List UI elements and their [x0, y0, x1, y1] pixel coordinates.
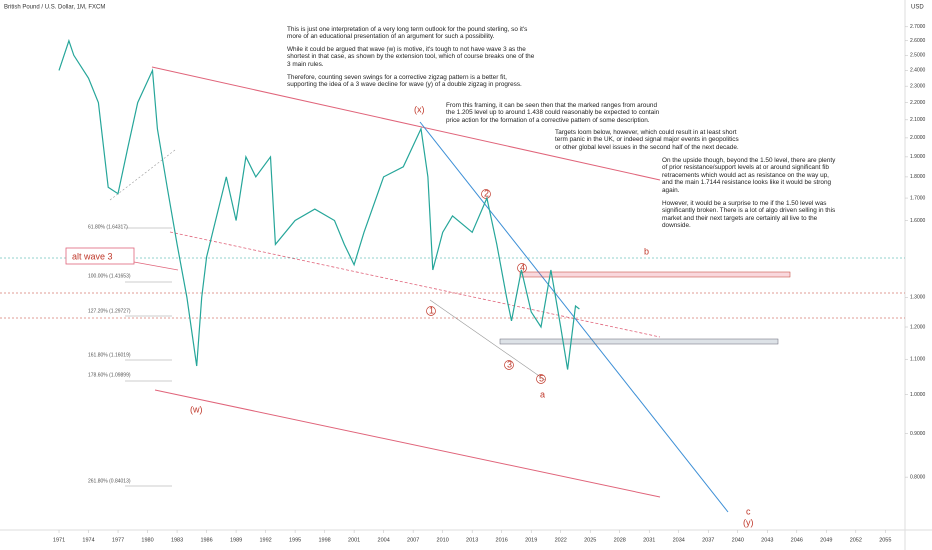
- x-tick-label: 2028: [614, 537, 626, 543]
- x-tick-label: 1998: [318, 537, 330, 543]
- x-tick-label: 2022: [555, 537, 567, 543]
- x-tick-label: 2043: [761, 537, 773, 543]
- y-tick-label: 2.7000: [910, 24, 926, 30]
- x-tick-label: 1995: [289, 537, 301, 543]
- y-tick-label: 1.9000: [910, 154, 926, 160]
- y-tick-label: 2.1000: [910, 117, 926, 123]
- price-line: [58, 38, 580, 370]
- currency: USD: [911, 5, 924, 11]
- callout-line: [133, 261, 179, 271]
- x-tick-label: 1986: [200, 537, 212, 543]
- wave-label: (y): [743, 517, 754, 527]
- wave-circle: [536, 374, 546, 384]
- callout-box: [65, 247, 135, 265]
- y-tick-label: 1.8000: [910, 174, 926, 180]
- x-tick-label: 2001: [348, 537, 360, 543]
- trend-line: [154, 389, 661, 498]
- note: Targets loom below, however, which could…: [555, 129, 739, 151]
- y-tick-label: 2.6000: [910, 38, 926, 44]
- y-tick-label: 1.3000: [910, 295, 926, 301]
- callout-label: alt wave 3: [72, 251, 113, 261]
- trend-line: [151, 66, 661, 181]
- note: From this framing, it can be seen then t…: [446, 102, 660, 124]
- fib-label: 178.60% (1.09899): [88, 372, 131, 378]
- x-tick-label: 2052: [850, 537, 862, 543]
- wave-circle: [426, 306, 436, 316]
- x-tick-label: 1974: [82, 537, 94, 543]
- x-tick-label: 2013: [466, 537, 478, 543]
- y-tick-label: 0.8000: [910, 474, 926, 480]
- wave-label: a: [540, 389, 545, 399]
- x-tick-label: 1992: [259, 537, 271, 543]
- wave-label: 3: [507, 359, 512, 369]
- fib-label: 127.20% (1.29727): [88, 308, 131, 314]
- y-tick-label: 1.1000: [910, 357, 926, 363]
- y-tick-label: 2.5000: [910, 53, 926, 59]
- x-tick-label: 2025: [584, 537, 596, 543]
- x-tick-label: 2037: [702, 537, 714, 543]
- note: On the upside though, beyond the 1.50 le…: [662, 157, 836, 194]
- x-tick-label: 2040: [732, 537, 744, 543]
- x-tick-label: 1977: [112, 537, 124, 543]
- wave-label: (w): [190, 404, 203, 414]
- fib-label: 61.80% (1.64317): [88, 224, 128, 230]
- wave-label: b: [644, 246, 649, 256]
- x-tick-label: 2019: [525, 537, 537, 543]
- x-tick-label: 2004: [378, 537, 390, 543]
- wave-label: 4: [520, 262, 525, 272]
- x-tick-label: 2016: [496, 537, 508, 543]
- x-tick-label: 1989: [230, 537, 242, 543]
- x-tick-label: 2049: [820, 537, 832, 543]
- x-tick-label: 2007: [407, 537, 419, 543]
- y-tick-label: 1.6000: [910, 218, 926, 224]
- fib-label: 100.00% (1.41653): [88, 273, 131, 279]
- y-tick-label: 2.2000: [910, 100, 926, 106]
- x-tick-label: 2055: [879, 537, 891, 543]
- wave-label: 1: [429, 305, 434, 315]
- chart-title: British Pound / U.S. Dollar, 1M, FXCM: [4, 5, 105, 11]
- y-tick-label: 1.2000: [910, 324, 926, 330]
- x-tick-label: 2010: [437, 537, 449, 543]
- y-tick-label: 1.0000: [910, 392, 926, 398]
- y-tick-label: 2.0000: [910, 135, 926, 141]
- wave-circle: [504, 360, 514, 370]
- note: However, it would be a surprise to me if…: [662, 200, 836, 230]
- trend-line: [109, 149, 176, 201]
- fib-label: 261.80% (0.84013): [88, 478, 131, 484]
- x-tick-label: 2034: [673, 537, 685, 543]
- note: Therefore, counting seven swings for a c…: [287, 74, 522, 89]
- wave-circle: [481, 189, 491, 199]
- x-tick-label: 1971: [53, 537, 65, 543]
- y-tick-label: 0.9000: [910, 431, 926, 437]
- wave-label: 2: [484, 188, 489, 198]
- fib-label: 161.80% (1.16019): [88, 352, 131, 358]
- wave-label: (x): [414, 104, 425, 114]
- note: While it could be argued that wave (w) i…: [287, 46, 535, 68]
- wave-label: c: [746, 506, 751, 516]
- x-tick-label: 2046: [791, 537, 803, 543]
- x-tick-label: 2031: [643, 537, 655, 543]
- x-tick-label: 1983: [171, 537, 183, 543]
- y-tick-label: 2.3000: [910, 83, 926, 89]
- y-tick-label: 1.7000: [910, 195, 926, 201]
- range-box: [499, 338, 779, 345]
- wave-label: 5: [539, 373, 544, 383]
- note: This is just one interpretation of a ver…: [287, 26, 528, 41]
- y-tick-label: 2.4000: [910, 68, 926, 74]
- range-box: [519, 271, 791, 278]
- x-tick-label: 1980: [141, 537, 153, 543]
- trend-line: [169, 231, 661, 338]
- trend-line: [429, 299, 546, 381]
